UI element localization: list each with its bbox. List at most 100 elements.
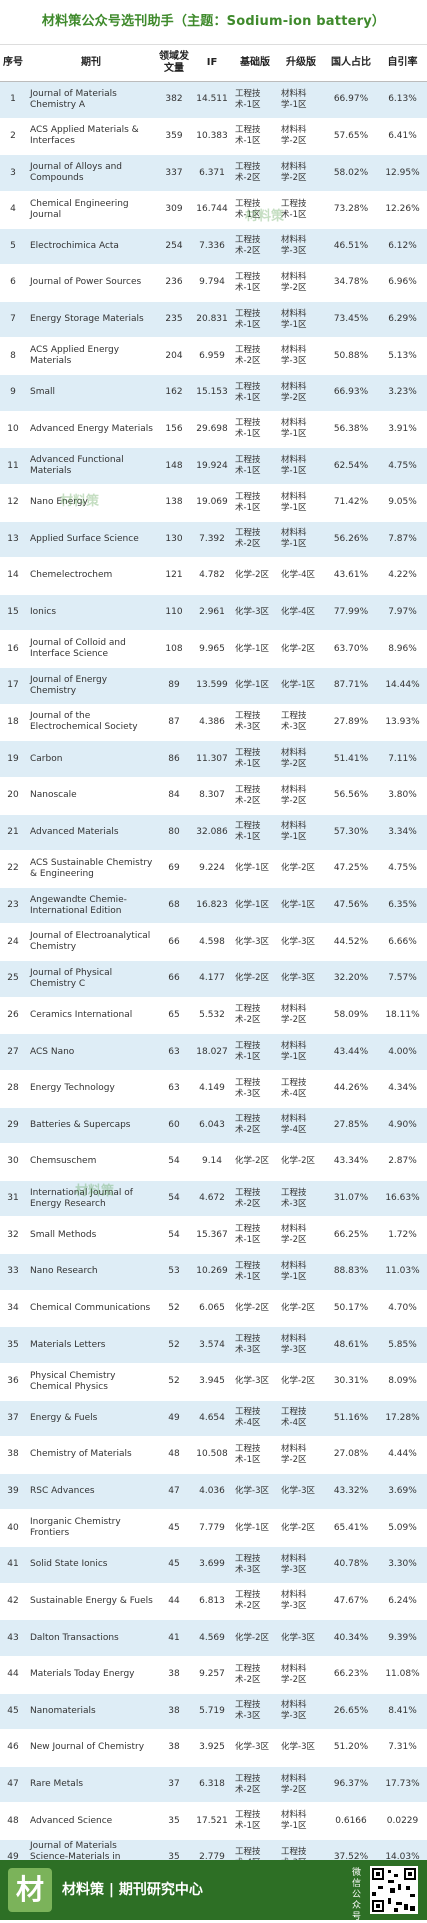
header-no: 序号 <box>0 45 26 82</box>
table-row: 44 Materials Today Energy 38 9.257 工程技术-2区 材料… <box>0 1656 427 1694</box>
journal-name: ACS Sustainable Chemistry & Engineering <box>26 850 156 888</box>
upgrade-partition: 化学-3区 <box>278 923 324 961</box>
journal-name: Journal of Colloid and Interface Science <box>26 630 156 668</box>
chinese-author-ratio: 58.09% <box>324 997 378 1035</box>
table-row: 45 Nanomaterials 38 5.719 工程技术-3区 材料科学-3区 26.6… <box>0 1693 427 1731</box>
impact-factor: 9.257 <box>192 1656 232 1694</box>
publication-count: 38 <box>156 1693 192 1731</box>
header-upgrade: 升级版 <box>278 45 324 82</box>
base-partition: 工程技术-1区 <box>232 1033 278 1071</box>
impact-factor: 4.177 <box>192 960 232 998</box>
upgrade-partition: 材料科学-2区 <box>278 154 324 192</box>
row-number: 29 <box>0 1107 26 1145</box>
chinese-author-ratio: 88.83% <box>324 1253 378 1291</box>
table-row: 27 ACS Nano 63 18.027 工程技术-1区 材料科学-1区 43.44% 4.… <box>0 1033 427 1071</box>
upgrade-partition: 工程技术-1区 <box>278 191 324 229</box>
journal-name: Materials Letters <box>26 1326 156 1364</box>
journal-name: Applied Surface Science <box>26 521 156 559</box>
journal-name: ACS Nano <box>26 1033 156 1071</box>
upgrade-partition: 化学-2区 <box>278 1290 324 1328</box>
upgrade-partition: 材料科学-3区 <box>278 337 324 375</box>
journal-name: Journal of Power Sources <box>26 264 156 302</box>
upgrade-partition: 材料科学-2区 <box>278 997 324 1035</box>
base-partition: 工程技术-1区 <box>232 374 278 412</box>
upgrade-partition: 化学-4区 <box>278 594 324 632</box>
table-row: 28 Energy Technology 63 4.149 工程技术-3区 工程技术-4区… <box>0 1070 427 1108</box>
impact-factor: 4.569 <box>192 1619 232 1657</box>
impact-factor: 4.598 <box>192 923 232 961</box>
publication-count: 138 <box>156 484 192 522</box>
upgrade-partition: 材料科学-2区 <box>278 1436 324 1474</box>
chinese-author-ratio: 62.54% <box>324 447 378 485</box>
self-citation-rate: 17.28% <box>378 1400 427 1438</box>
upgrade-partition: 材料科学-1区 <box>278 301 324 339</box>
chinese-author-ratio: 48.61% <box>324 1326 378 1364</box>
header-cn-ratio: 国人占比 <box>324 45 378 82</box>
base-partition: 化学-1区 <box>232 1509 278 1547</box>
base-partition: 工程技术-1区 <box>232 411 278 449</box>
table-row: 13 Applied Surface Science 130 7.392 工程技术-2区… <box>0 521 427 559</box>
upgrade-partition: 材料科学-3区 <box>278 228 324 266</box>
base-partition: 工程技术-2区 <box>232 997 278 1035</box>
row-number: 22 <box>0 850 26 888</box>
footer-text: 材料策 | 期刊研究中心 <box>62 1882 203 1898</box>
publication-count: 44 <box>156 1583 192 1621</box>
base-partition: 工程技术-3区 <box>232 1693 278 1731</box>
base-partition: 工程技术-1区 <box>232 1253 278 1291</box>
upgrade-partition: 材料科学-1区 <box>278 521 324 559</box>
upgrade-partition: 材料科学-4区 <box>278 1107 324 1145</box>
journal-name: New Journal of Chemistry <box>26 1729 156 1767</box>
impact-factor: 5.719 <box>192 1693 232 1731</box>
publication-count: 89 <box>156 667 192 705</box>
journal-name: Angewandte Chemie-International Edition <box>26 887 156 925</box>
header-self-citation: 自引率 <box>378 45 427 82</box>
impact-factor: 20.831 <box>192 301 232 339</box>
upgrade-partition: 化学-3区 <box>278 1729 324 1767</box>
table-row: 19 Carbon 86 11.307 工程技术-1区 材料科学-2区 51.41% 7.11… <box>0 740 427 778</box>
self-citation-rate: 16.63% <box>378 1180 427 1218</box>
table-row: 21 Advanced Materials 80 32.086 工程技术-1区 材料科学-… <box>0 814 427 852</box>
journal-name: Ceramics International <box>26 997 156 1035</box>
impact-factor: 3.925 <box>192 1729 232 1767</box>
base-partition: 工程技术-3区 <box>232 1070 278 1108</box>
table-row: 5 Electrochimica Acta 254 7.336 工程技术-2区 材料科学-… <box>0 228 427 266</box>
table-row: 12 Nano Energy 138 19.069 工程技术-1区 材料科学-1区 71.4… <box>0 484 427 522</box>
header-if: IF <box>192 45 232 82</box>
table-row: 43 Dalton Transactions 41 4.569 化学-2区 化学-3区 40… <box>0 1619 427 1657</box>
journal-name: Chemical Engineering Journal <box>26 191 156 229</box>
table-row: 29 Batteries & Supercaps 60 6.043 工程技术-2区 材料科… <box>0 1107 427 1145</box>
impact-factor: 4.149 <box>192 1070 232 1108</box>
publication-count: 337 <box>156 154 192 192</box>
table-row: 47 Rare Metals 37 6.318 工程技术-2区 材料科学-2区 96.37%… <box>0 1766 427 1804</box>
journal-name: ACS Applied Energy Materials <box>26 337 156 375</box>
upgrade-partition: 化学-2区 <box>278 630 324 668</box>
publication-count: 38 <box>156 1729 192 1767</box>
self-citation-rate: 8.09% <box>378 1363 427 1401</box>
chinese-author-ratio: 73.45% <box>324 301 378 339</box>
row-number: 45 <box>0 1693 26 1731</box>
table-row: 38 Chemistry of Materials 48 10.508 工程技术-1区材… <box>0 1436 427 1474</box>
table-row: 30 Chemsuschem 54 9.14 化学-2区 化学-2区 43.34% 2.87% <box>0 1143 427 1181</box>
table-row: 23 Angewandte Chemie-International Editio… <box>0 887 427 925</box>
impact-factor: 7.779 <box>192 1509 232 1547</box>
row-number: 15 <box>0 594 26 632</box>
journal-name: Journal of Energy Chemistry <box>26 667 156 705</box>
impact-factor: 6.959 <box>192 337 232 375</box>
row-number: 18 <box>0 704 26 742</box>
table-row: 25 Journal of Physical Chemistry C 66 4.177… <box>0 960 427 998</box>
journal-name: Chemsuschem <box>26 1143 156 1181</box>
upgrade-partition: 化学-3区 <box>278 1473 324 1511</box>
row-number: 7 <box>0 301 26 339</box>
row-number: 25 <box>0 960 26 998</box>
impact-factor: 19.924 <box>192 447 232 485</box>
row-number: 26 <box>0 997 26 1035</box>
journal-name: International Journal of Energy Research <box>26 1180 156 1218</box>
publication-count: 45 <box>156 1546 192 1584</box>
table-row: 24 Journal of Electroanalytical Chemistry… <box>0 923 427 961</box>
upgrade-partition: 工程技术-4区 <box>278 1070 324 1108</box>
row-number: 16 <box>0 630 26 668</box>
table-row: 36 Physical Chemistry Chemical Physics 52 3… <box>0 1363 427 1401</box>
row-number: 12 <box>0 484 26 522</box>
table-row: 48 Advanced Science 35 17.521 工程技术-1区 材料科学-1区… <box>0 1802 427 1840</box>
